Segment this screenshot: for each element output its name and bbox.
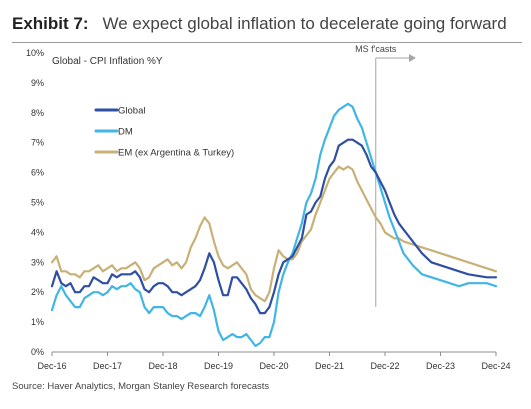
exhibit-header: Exhibit 7: We expect global inflation to… bbox=[12, 14, 522, 40]
chart-axes: 0% 1% 2% 3% 4% 5% 6% 7% 8% 9% 10% Dec-16 Dec-17 Dec-1… bbox=[26, 48, 511, 371]
y-tick-label: 5% bbox=[31, 198, 44, 208]
source-note: Source: Haver Analytics, Morgan Stanley … bbox=[12, 381, 270, 392]
legend-label: DM bbox=[118, 127, 133, 138]
series-line-em bbox=[50, 165, 498, 303]
exhibit-title: We expect global inflation to decelerate… bbox=[102, 14, 507, 33]
x-tick-label: Dec-17 bbox=[93, 361, 122, 371]
y-tick-label: 9% bbox=[31, 78, 44, 88]
y-tick-label: 1% bbox=[31, 317, 44, 327]
y-tick-label: 10% bbox=[26, 48, 44, 58]
x-tick-label: Dec-21 bbox=[315, 361, 344, 371]
legend-label: EM (ex Argentina & Turkey) bbox=[118, 148, 234, 159]
y-tick-label: 4% bbox=[31, 227, 44, 237]
forecast-label: MS f'casts bbox=[355, 44, 397, 54]
series-line-global bbox=[50, 138, 498, 315]
y-tick-label: 3% bbox=[31, 257, 44, 267]
y-tick-label: 7% bbox=[31, 138, 44, 148]
x-tick-label: Dec-23 bbox=[426, 361, 455, 371]
chart-title: Global - CPI Inflation %Y bbox=[52, 56, 163, 67]
y-tick-label: 6% bbox=[31, 168, 44, 178]
x-tick-label: Dec-20 bbox=[259, 361, 288, 371]
x-tick-label: Dec-22 bbox=[370, 361, 399, 371]
x-tick-label: Dec-16 bbox=[37, 361, 66, 371]
exhibit-label: Exhibit 7: bbox=[12, 14, 89, 33]
header-rule bbox=[12, 42, 522, 43]
legend-label: Global bbox=[118, 106, 145, 117]
forecast-arrow-head bbox=[409, 54, 416, 62]
chart-legend: Global DM EM (ex Argentina & Turkey) bbox=[94, 106, 234, 159]
x-tick-label: Dec-24 bbox=[481, 361, 510, 371]
y-tick-label: 8% bbox=[31, 108, 44, 118]
y-tick-label: 2% bbox=[31, 287, 44, 297]
x-tick-label: Dec-18 bbox=[148, 361, 177, 371]
x-tick-label: Dec-19 bbox=[204, 361, 233, 371]
forecast-annotation: MS f'casts bbox=[355, 44, 416, 307]
y-tick-label: 0% bbox=[31, 347, 44, 357]
series-layer bbox=[50, 102, 498, 348]
series-line-dm bbox=[50, 102, 498, 348]
